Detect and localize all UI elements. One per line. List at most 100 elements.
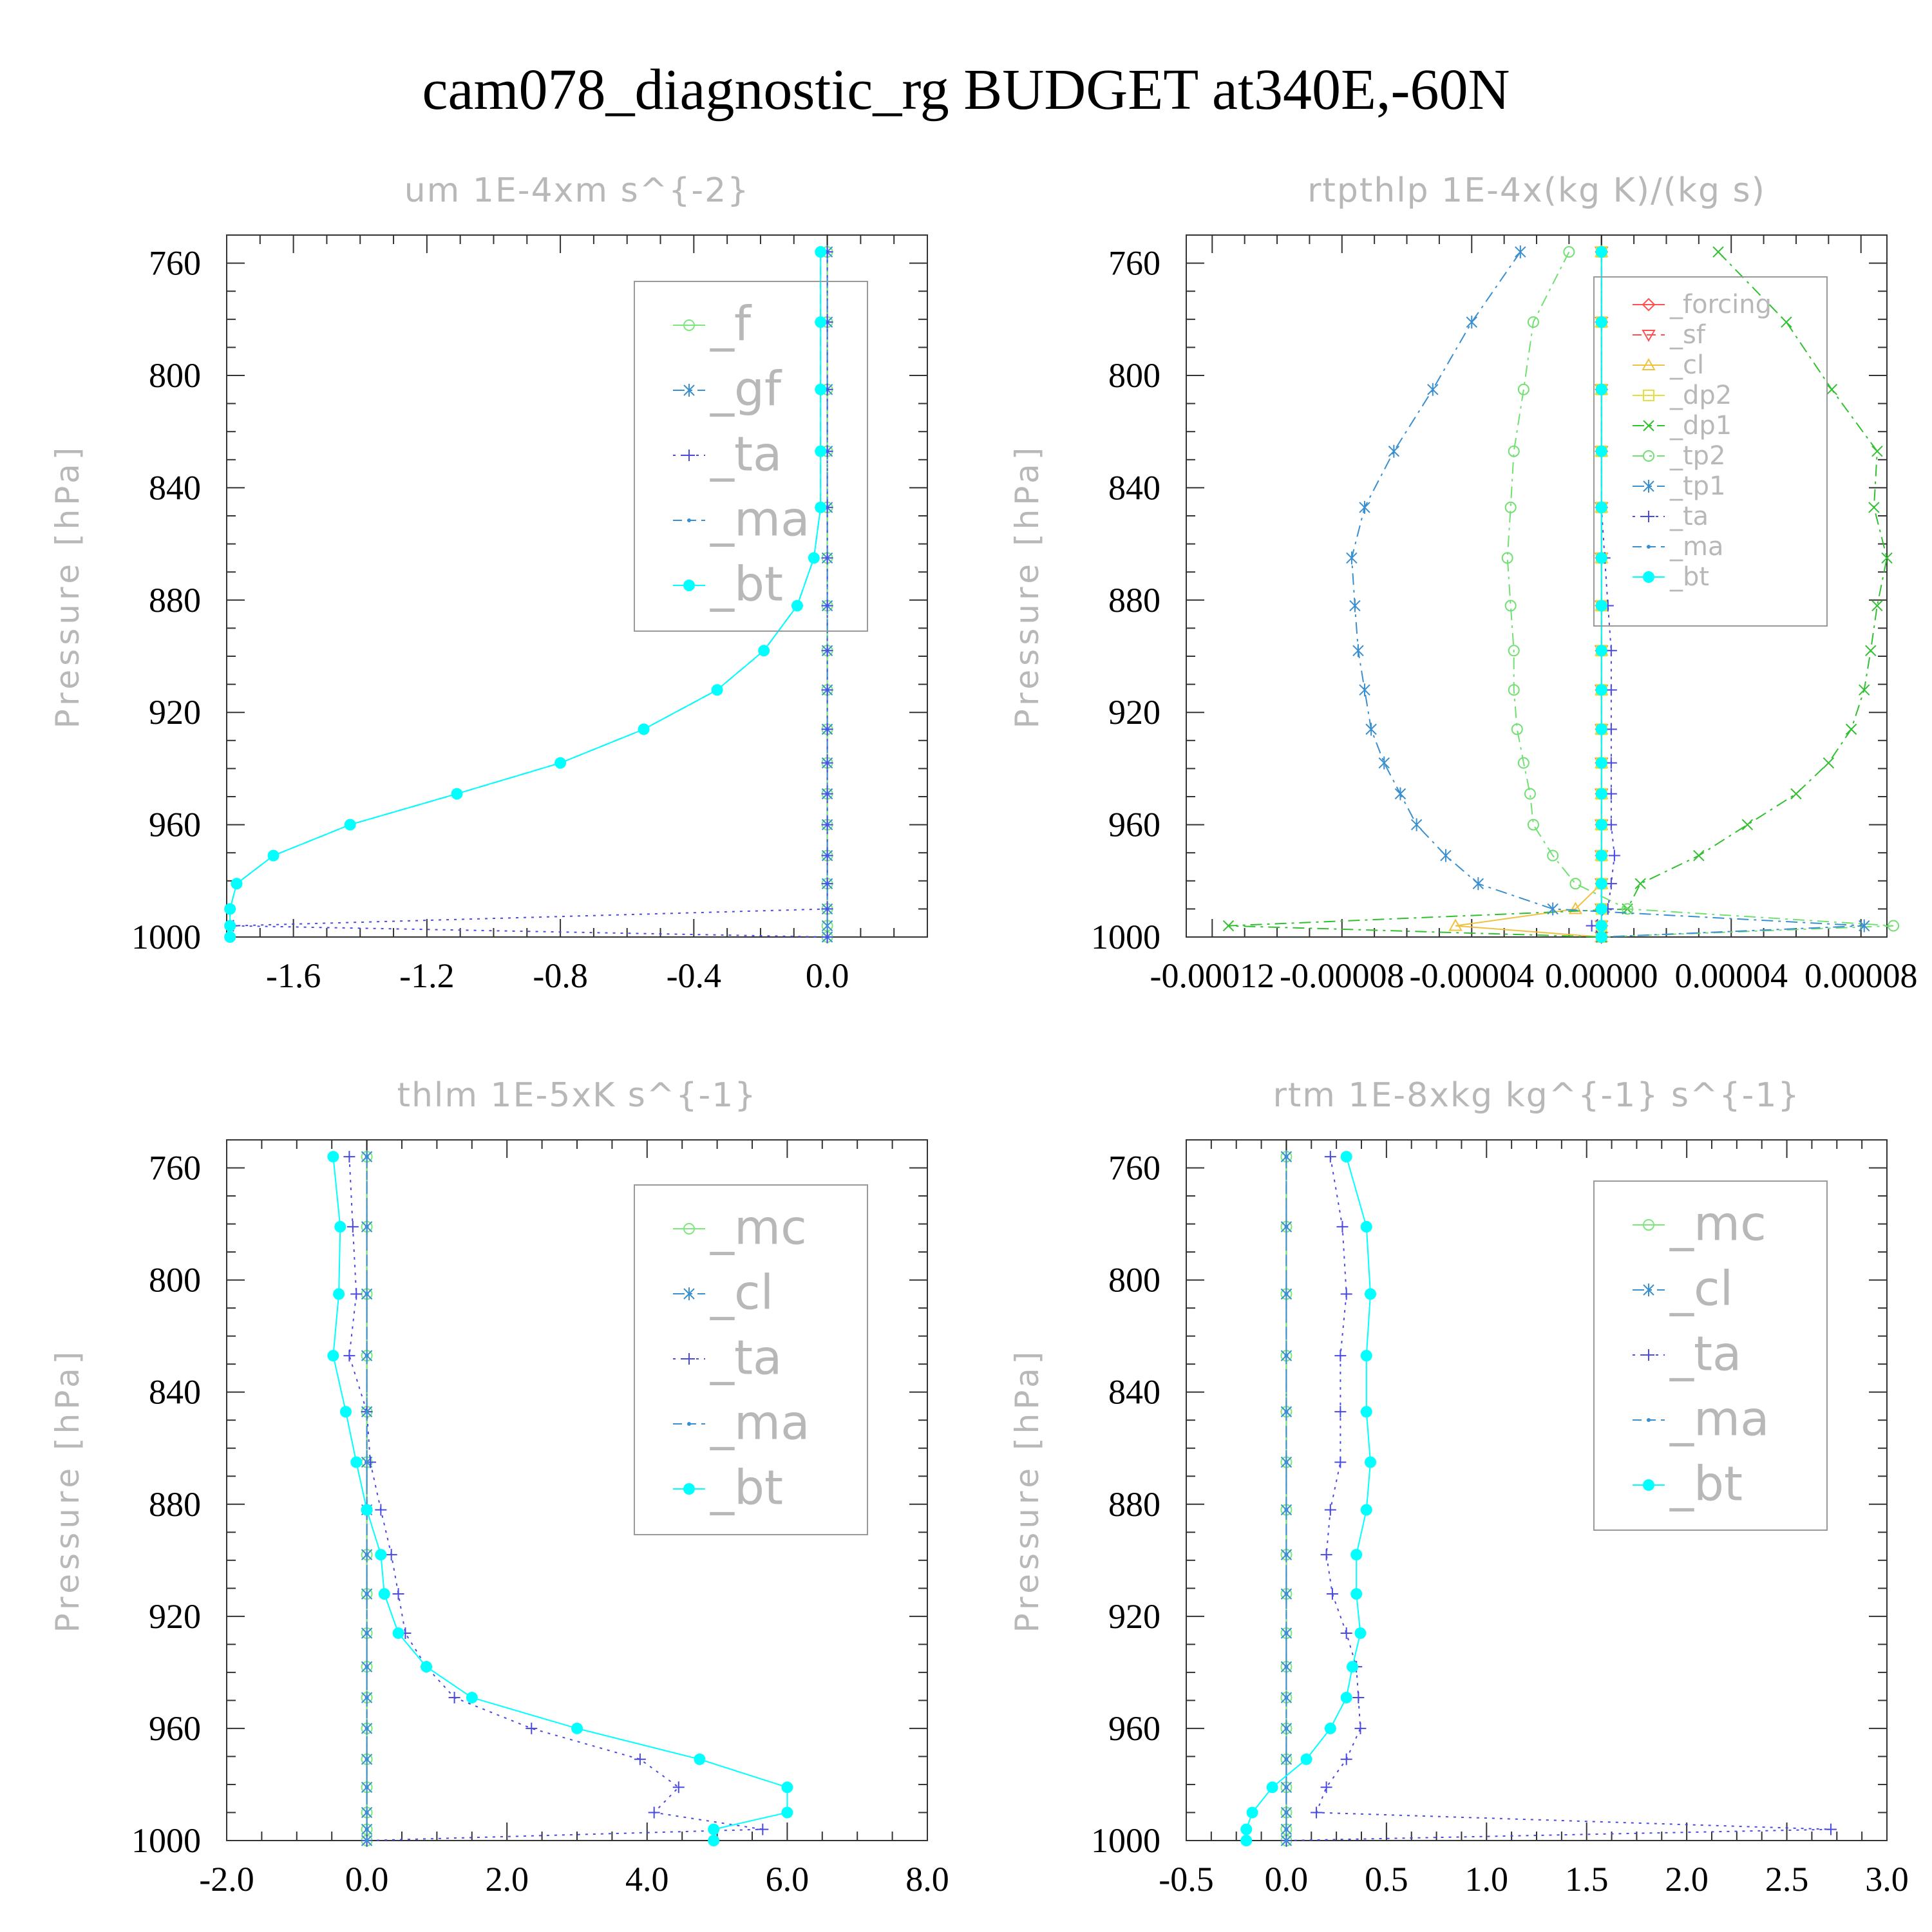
data-point [1595, 788, 1607, 800]
data-point [1595, 723, 1607, 735]
data-point [343, 1350, 355, 1362]
data-point [224, 931, 236, 943]
data-point [224, 903, 236, 915]
data-point [327, 1350, 339, 1362]
data-point [334, 1220, 346, 1233]
x-tick-label: -0.00008 [1280, 956, 1404, 995]
data-point [1712, 246, 1724, 258]
data-point [1517, 383, 1530, 395]
data-point [1741, 819, 1754, 831]
y-tick-label: 800 [1108, 1261, 1160, 1300]
legend-box [1593, 276, 1828, 627]
series-bt [1595, 246, 1607, 943]
data-point [1608, 849, 1620, 862]
data-point [1605, 819, 1617, 831]
data-point [344, 819, 356, 831]
data-point [350, 1288, 363, 1300]
data-point [466, 1692, 478, 1704]
legend-swatch-marker [683, 319, 695, 331]
legend-label: _sf [1669, 320, 1706, 350]
x-tick-label: 0.00004 [1674, 956, 1788, 995]
series-cl [1448, 245, 1609, 942]
data-point [711, 684, 723, 696]
legend-entry: _forcing [1633, 290, 1772, 319]
data-point [1360, 1350, 1372, 1362]
series-bt [1240, 1151, 1376, 1846]
data-point [1359, 500, 1370, 514]
legend-swatch-marker [1643, 1479, 1654, 1491]
data-point [1605, 788, 1617, 800]
x-tick-label: 0.5 [1365, 1860, 1408, 1899]
data-point [815, 246, 827, 258]
series-line [1286, 1156, 1832, 1841]
legend-label: _forcing [1669, 290, 1772, 319]
data-point [1595, 819, 1607, 831]
data-point [1340, 1151, 1352, 1163]
data-point [1605, 757, 1617, 769]
legend-swatch-marker [687, 1422, 691, 1426]
data-point [1888, 920, 1900, 932]
series-line [1228, 251, 1888, 938]
data-point [815, 501, 827, 513]
series-line [1350, 251, 1864, 938]
data-point [1364, 1288, 1376, 1300]
data-point [365, 1827, 369, 1832]
x-tick-label: -0.4 [667, 956, 721, 995]
panel-title: rtpthlp 1E-4x(kg K)/(kg s) [1307, 171, 1766, 210]
y-tick-label: 840 [1108, 468, 1160, 507]
legend-box [634, 281, 868, 632]
x-tick-label: 0.0 [345, 1860, 389, 1899]
data-point [1515, 245, 1526, 259]
data-point [1595, 600, 1607, 612]
data-point [392, 1588, 404, 1600]
data-point [365, 1292, 369, 1296]
data-point [1284, 1839, 1289, 1842]
y-tick-label: 880 [1108, 1485, 1160, 1524]
y-tick-label: 880 [149, 581, 201, 620]
data-point [365, 1839, 369, 1842]
panel-1: 760 800 840 880 920 960 1000 -1.6 -1.2 -0.8 -0.4 0.… [49, 171, 928, 995]
y-tick-label: 920 [149, 693, 201, 732]
data-point [1410, 818, 1423, 831]
legend-label: _ta [1669, 1327, 1741, 1382]
y-tick-label: 800 [1108, 356, 1160, 395]
y-tick-label: 760 [149, 244, 201, 283]
data-point [821, 723, 833, 735]
series-ma [1284, 1155, 1289, 1842]
series-line [1455, 252, 1602, 938]
data-point [1563, 246, 1575, 258]
data-point [375, 1504, 387, 1516]
data-point [821, 931, 833, 943]
series-line [348, 1157, 763, 1841]
data-point [815, 316, 827, 328]
x-tick-label: 6.0 [766, 1860, 810, 1899]
data-point [634, 1753, 646, 1765]
plot-frame [1186, 234, 1888, 938]
legend-swatch-marker [1643, 511, 1654, 522]
data-point [1845, 723, 1857, 735]
legend-label: _bt [710, 1461, 783, 1516]
data-point [1569, 878, 1582, 890]
x-tick-label: -0.00012 [1150, 956, 1274, 995]
legend-swatch-marker [1643, 1283, 1654, 1296]
data-point [672, 1781, 685, 1794]
data-point [361, 1504, 373, 1516]
data-point [821, 757, 833, 769]
data-point [1360, 1220, 1372, 1233]
data-point [1504, 600, 1517, 612]
data-point [808, 552, 820, 564]
data-point [1352, 1692, 1365, 1704]
data-point [1334, 1406, 1347, 1418]
series-dp1 [1222, 246, 1893, 943]
legend: _mc _cl _ta _ma _bt [634, 1184, 868, 1535]
data-point [1826, 384, 1838, 395]
data-point [365, 1696, 369, 1700]
data-point [1605, 723, 1617, 735]
data-point [821, 878, 833, 890]
data-point [1823, 757, 1835, 769]
y-tick-label: 960 [1108, 806, 1160, 844]
data-point [1334, 1456, 1347, 1468]
data-point [791, 600, 803, 612]
data-point [1527, 819, 1539, 831]
